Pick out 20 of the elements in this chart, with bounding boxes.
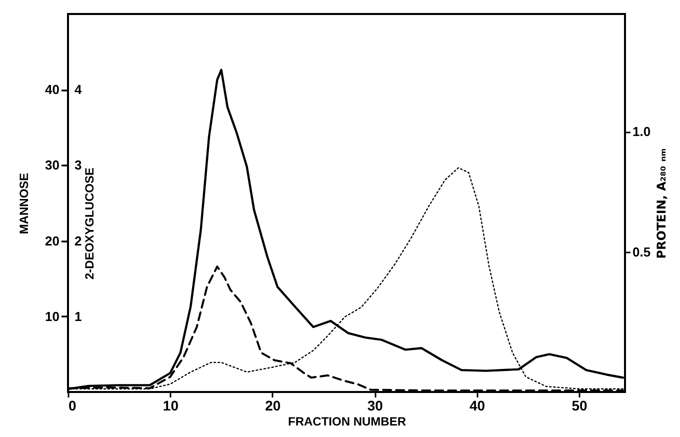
x-tick-label: 30	[367, 398, 384, 414]
y2-tick-label: 0.5	[632, 244, 651, 260]
y3-tick-label: 3	[74, 158, 82, 173]
y3-tick-label: 4	[74, 82, 82, 98]
x-tick-label: 0	[68, 398, 76, 414]
y-tick-label: 40	[45, 82, 60, 98]
x-tick-label: 10	[162, 398, 179, 414]
x-tick-label: 50	[572, 398, 588, 414]
y2-tick-label: 1.0	[632, 124, 651, 140]
y3-tick-label: 2	[74, 233, 82, 248]
x-axis-title: FRACTION NUMBER	[288, 414, 406, 428]
y-tick-label: 20	[45, 233, 60, 248]
y3-tick-label: 1	[74, 308, 82, 324]
x-tick-label: 40	[470, 398, 486, 414]
x-tick-label: 20	[265, 398, 281, 414]
y-axis-title: MANNOSE	[17, 172, 32, 234]
y-tick-label: 10	[45, 308, 60, 324]
y-tick-label: 30	[45, 158, 60, 173]
y2-axis-title: PROTEIN, A₂₈₀ ₙₘ	[654, 148, 669, 259]
y3-axis-title: 2-DEOXYGLUCOSE	[82, 167, 96, 280]
